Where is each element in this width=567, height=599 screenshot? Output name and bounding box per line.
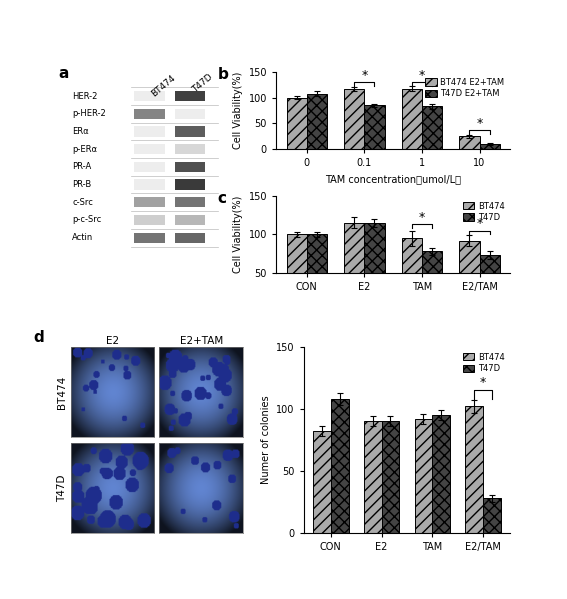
Bar xyxy=(365,105,384,149)
Text: *: * xyxy=(419,69,425,82)
Y-axis label: T47D: T47D xyxy=(57,474,67,501)
Text: p-c-Src: p-c-Src xyxy=(73,216,101,225)
Text: *: * xyxy=(361,69,367,82)
Bar xyxy=(175,215,205,225)
Bar xyxy=(480,144,500,149)
Text: *: * xyxy=(480,376,486,389)
Bar xyxy=(414,419,433,533)
Bar xyxy=(459,137,480,149)
Bar xyxy=(402,238,422,312)
Bar xyxy=(466,406,483,533)
Bar xyxy=(382,421,399,533)
Text: T47D: T47D xyxy=(191,73,214,95)
Legend: BT474 E2+TAM, T47D E2+TAM: BT474 E2+TAM, T47D E2+TAM xyxy=(424,76,506,100)
Bar xyxy=(134,180,164,190)
Text: d: d xyxy=(33,331,44,346)
Text: *: * xyxy=(419,211,425,224)
Bar xyxy=(134,162,164,172)
Legend: BT474, T47D: BT474, T47D xyxy=(461,200,506,223)
Bar xyxy=(287,98,307,149)
Bar xyxy=(175,91,205,101)
Text: b: b xyxy=(217,67,229,82)
Bar xyxy=(344,89,365,149)
Bar xyxy=(134,126,164,137)
X-axis label: TAM concentration（umol/L）: TAM concentration（umol/L） xyxy=(325,174,461,184)
Bar xyxy=(134,197,164,207)
Text: Actin: Actin xyxy=(73,233,94,242)
Bar xyxy=(402,89,422,149)
Text: *: * xyxy=(476,117,483,129)
Legend: BT474, T47D: BT474, T47D xyxy=(461,351,506,375)
Bar xyxy=(459,241,480,312)
Title: E2: E2 xyxy=(106,336,119,346)
Bar xyxy=(175,180,205,190)
Bar xyxy=(483,498,501,533)
Bar xyxy=(365,223,384,312)
Y-axis label: Cell Viability(%): Cell Viability(%) xyxy=(233,72,243,149)
Y-axis label: Cell Viability(%): Cell Viability(%) xyxy=(233,196,243,273)
Bar xyxy=(175,126,205,137)
Bar xyxy=(175,108,205,119)
Bar xyxy=(175,162,205,172)
Bar xyxy=(364,421,382,533)
Text: *: * xyxy=(476,217,483,230)
Bar xyxy=(307,234,327,312)
Bar xyxy=(313,431,331,533)
Y-axis label: Numer of colonies: Numer of colonies xyxy=(261,395,270,484)
Bar xyxy=(344,223,365,312)
Text: BT474: BT474 xyxy=(150,73,177,98)
Text: c: c xyxy=(217,191,226,206)
Title: E2+TAM: E2+TAM xyxy=(180,336,223,346)
Text: p-HER-2: p-HER-2 xyxy=(73,109,106,118)
Bar xyxy=(175,197,205,207)
Bar xyxy=(287,234,307,312)
Bar xyxy=(134,215,164,225)
Bar xyxy=(422,252,442,312)
Bar xyxy=(134,91,164,101)
Bar xyxy=(433,415,450,533)
Text: ERα: ERα xyxy=(73,127,89,136)
Bar xyxy=(422,107,442,149)
Text: HER-2: HER-2 xyxy=(73,92,98,101)
Bar xyxy=(307,93,327,149)
Bar xyxy=(175,232,205,243)
Bar xyxy=(480,255,500,312)
Text: p-ERα: p-ERα xyxy=(73,145,98,154)
Bar xyxy=(175,144,205,155)
Bar xyxy=(134,108,164,119)
Bar xyxy=(134,144,164,155)
Text: c-Src: c-Src xyxy=(73,198,93,207)
Bar xyxy=(331,399,349,533)
Text: a: a xyxy=(59,66,69,81)
Text: PR-B: PR-B xyxy=(73,180,92,189)
Bar xyxy=(134,232,164,243)
Y-axis label: BT474: BT474 xyxy=(57,376,67,409)
Text: PR-A: PR-A xyxy=(73,162,92,171)
